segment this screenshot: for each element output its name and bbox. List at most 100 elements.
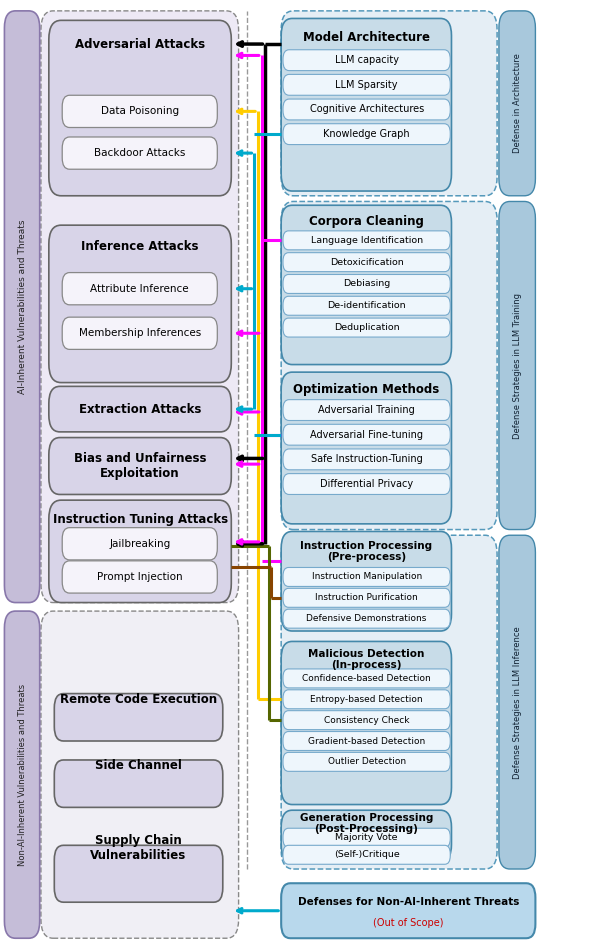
FancyBboxPatch shape bbox=[62, 137, 218, 169]
Text: Prompt Injection: Prompt Injection bbox=[97, 572, 183, 582]
FancyBboxPatch shape bbox=[499, 535, 535, 869]
FancyBboxPatch shape bbox=[283, 99, 450, 120]
Text: Knowledge Graph: Knowledge Graph bbox=[323, 129, 410, 139]
Text: Defense Strategies in LLM Training: Defense Strategies in LLM Training bbox=[513, 293, 522, 438]
FancyBboxPatch shape bbox=[49, 386, 232, 432]
FancyBboxPatch shape bbox=[281, 372, 452, 524]
Text: Corpora Cleaning: Corpora Cleaning bbox=[309, 215, 424, 228]
FancyBboxPatch shape bbox=[283, 689, 450, 708]
Text: Consistency Check: Consistency Check bbox=[324, 716, 409, 725]
FancyBboxPatch shape bbox=[281, 10, 497, 196]
FancyBboxPatch shape bbox=[281, 535, 497, 869]
FancyBboxPatch shape bbox=[62, 561, 218, 593]
Text: Generation Processing
(Post-Processing): Generation Processing (Post-Processing) bbox=[299, 813, 433, 834]
FancyBboxPatch shape bbox=[283, 49, 450, 70]
FancyBboxPatch shape bbox=[283, 399, 450, 420]
FancyBboxPatch shape bbox=[499, 202, 535, 530]
FancyBboxPatch shape bbox=[283, 731, 450, 750]
FancyBboxPatch shape bbox=[283, 845, 450, 864]
Text: Side Channel: Side Channel bbox=[95, 759, 182, 772]
Text: Gradient-based Detection: Gradient-based Detection bbox=[308, 736, 425, 746]
FancyBboxPatch shape bbox=[62, 95, 218, 127]
FancyBboxPatch shape bbox=[283, 710, 450, 729]
Text: Inference Attacks: Inference Attacks bbox=[81, 240, 199, 253]
Text: Defensive Demonstrations: Defensive Demonstrations bbox=[307, 614, 427, 623]
FancyBboxPatch shape bbox=[281, 18, 452, 191]
Text: (Out of Scope): (Out of Scope) bbox=[373, 918, 444, 928]
Text: De-identification: De-identification bbox=[327, 301, 406, 310]
Text: Language Identification: Language Identification bbox=[310, 236, 423, 244]
FancyBboxPatch shape bbox=[41, 611, 239, 939]
FancyBboxPatch shape bbox=[499, 10, 535, 196]
FancyBboxPatch shape bbox=[281, 202, 497, 530]
Text: Model Architecture: Model Architecture bbox=[303, 31, 430, 44]
FancyBboxPatch shape bbox=[283, 424, 450, 445]
Text: Outlier Detection: Outlier Detection bbox=[327, 757, 406, 767]
Text: LLM capacity: LLM capacity bbox=[335, 55, 398, 66]
FancyBboxPatch shape bbox=[283, 253, 450, 272]
FancyBboxPatch shape bbox=[283, 474, 450, 495]
FancyBboxPatch shape bbox=[283, 589, 450, 608]
FancyBboxPatch shape bbox=[283, 828, 450, 847]
Text: Optimization Methods: Optimization Methods bbox=[293, 382, 439, 396]
Text: Instruction Tuning Attacks: Instruction Tuning Attacks bbox=[53, 513, 228, 526]
FancyBboxPatch shape bbox=[4, 10, 40, 603]
Text: Backdoor Attacks: Backdoor Attacks bbox=[94, 148, 186, 158]
Text: Instruction Processing
(Pre-process): Instruction Processing (Pre-process) bbox=[300, 540, 433, 562]
Text: Non-AI-Inherent Vulnerabilities and Threats: Non-AI-Inherent Vulnerabilities and Thre… bbox=[18, 684, 26, 865]
FancyBboxPatch shape bbox=[283, 610, 450, 629]
FancyBboxPatch shape bbox=[283, 297, 450, 315]
Text: Defense in Architecture: Defense in Architecture bbox=[513, 53, 522, 153]
Text: Bias and Unfairness
Exploitation: Bias and Unfairness Exploitation bbox=[74, 452, 207, 480]
Text: Defense Strategies in LLM Inference: Defense Strategies in LLM Inference bbox=[513, 626, 522, 779]
FancyBboxPatch shape bbox=[62, 528, 218, 560]
FancyBboxPatch shape bbox=[281, 641, 452, 805]
FancyBboxPatch shape bbox=[283, 752, 450, 771]
Text: Extraction Attacks: Extraction Attacks bbox=[79, 402, 201, 416]
FancyBboxPatch shape bbox=[4, 611, 40, 939]
Text: Instruction Manipulation: Instruction Manipulation bbox=[312, 573, 422, 581]
Text: LLM Sparsity: LLM Sparsity bbox=[335, 80, 398, 89]
Text: Cognitive Architectures: Cognitive Architectures bbox=[310, 105, 424, 114]
Text: Instruction Purification: Instruction Purification bbox=[315, 593, 418, 602]
FancyBboxPatch shape bbox=[281, 532, 452, 631]
Text: AI-Inherent Vulnerabilities and Threats: AI-Inherent Vulnerabilities and Threats bbox=[18, 220, 26, 394]
FancyBboxPatch shape bbox=[283, 449, 450, 470]
FancyBboxPatch shape bbox=[49, 500, 232, 603]
FancyBboxPatch shape bbox=[49, 225, 232, 382]
Text: Safe Instruction-Tuning: Safe Instruction-Tuning bbox=[311, 455, 422, 464]
FancyBboxPatch shape bbox=[281, 205, 452, 364]
FancyBboxPatch shape bbox=[283, 231, 450, 250]
FancyBboxPatch shape bbox=[283, 568, 450, 587]
Text: Supply Chain
Vulnerabilities: Supply Chain Vulnerabilities bbox=[90, 834, 187, 863]
Text: Membership Inferences: Membership Inferences bbox=[79, 328, 201, 339]
FancyBboxPatch shape bbox=[62, 317, 218, 349]
FancyBboxPatch shape bbox=[41, 10, 239, 603]
Text: Defenses for Non-AI-Inherent Threats: Defenses for Non-AI-Inherent Threats bbox=[298, 898, 519, 907]
FancyBboxPatch shape bbox=[283, 275, 450, 294]
Text: Adversarial Fine-tuning: Adversarial Fine-tuning bbox=[310, 430, 423, 439]
Text: Adversarial Attacks: Adversarial Attacks bbox=[75, 37, 205, 50]
FancyBboxPatch shape bbox=[49, 437, 232, 495]
FancyBboxPatch shape bbox=[281, 883, 535, 939]
FancyBboxPatch shape bbox=[283, 669, 450, 688]
Text: Adversarial Training: Adversarial Training bbox=[318, 405, 415, 415]
Text: Confidence-based Detection: Confidence-based Detection bbox=[302, 674, 431, 683]
Text: Attribute Inference: Attribute Inference bbox=[90, 283, 189, 294]
Text: Debiasing: Debiasing bbox=[343, 280, 390, 288]
FancyBboxPatch shape bbox=[283, 74, 450, 95]
FancyBboxPatch shape bbox=[62, 273, 218, 305]
Text: Malicious Detection
(In-process): Malicious Detection (In-process) bbox=[308, 649, 425, 670]
Text: Detoxicification: Detoxicification bbox=[330, 258, 403, 266]
FancyBboxPatch shape bbox=[283, 318, 450, 337]
Text: (Self-)Critique: (Self-)Critique bbox=[334, 850, 400, 860]
FancyBboxPatch shape bbox=[283, 124, 450, 145]
Text: Differential Privacy: Differential Privacy bbox=[320, 479, 413, 489]
Text: Entropy-based Detection: Entropy-based Detection bbox=[310, 695, 423, 704]
FancyBboxPatch shape bbox=[281, 810, 452, 862]
Text: Majority Vote: Majority Vote bbox=[335, 833, 398, 843]
Text: Remote Code Execution: Remote Code Execution bbox=[60, 692, 217, 706]
FancyBboxPatch shape bbox=[49, 20, 232, 196]
FancyBboxPatch shape bbox=[54, 693, 223, 741]
Text: Deduplication: Deduplication bbox=[334, 323, 400, 332]
